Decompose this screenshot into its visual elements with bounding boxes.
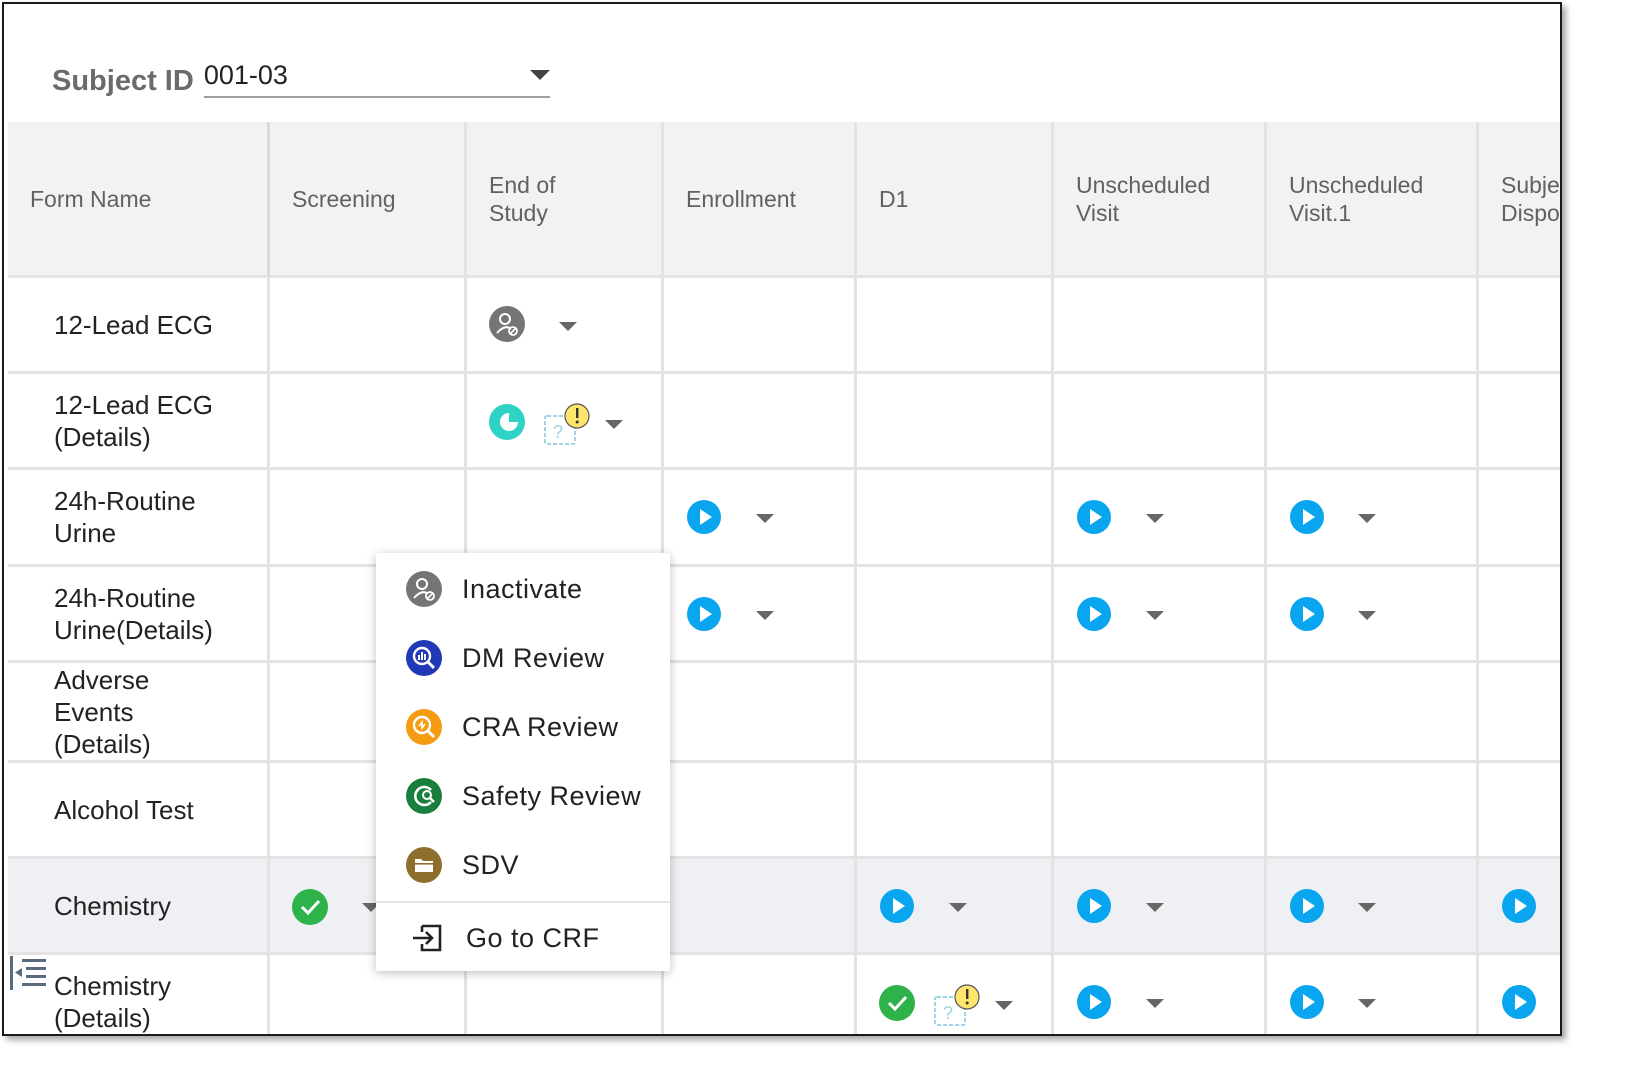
- play-icon[interactable]: [1077, 889, 1111, 923]
- form-cell[interactable]: [1479, 859, 1560, 955]
- chevron-down-icon[interactable]: [1146, 514, 1164, 523]
- query-warning-icon[interactable]: ?: [931, 983, 987, 1029]
- sdv-icon: [406, 847, 442, 883]
- menu-item-inactivate[interactable]: Inactivate: [376, 559, 670, 619]
- subject-id-selector: Subject ID 001-03: [52, 54, 550, 98]
- play-icon[interactable]: [1077, 500, 1111, 534]
- go-to-crf-icon: [413, 924, 442, 952]
- menu-item-sdv[interactable]: SDV: [376, 835, 670, 895]
- play-icon[interactable]: [687, 597, 721, 631]
- menu-divider: [376, 901, 670, 903]
- play-icon[interactable]: [1290, 500, 1324, 534]
- chevron-down-icon: [529, 70, 550, 80]
- chevron-down-icon[interactable]: [949, 903, 967, 912]
- row-label: 24h-Routine Urine(Details): [8, 567, 270, 663]
- row-label: Chemistry: [8, 859, 270, 955]
- chevron-down-icon[interactable]: [1358, 999, 1376, 1008]
- column-header-d1[interactable]: D1: [857, 122, 1054, 278]
- chevron-down-icon[interactable]: [995, 1001, 1013, 1010]
- play-icon[interactable]: [1290, 985, 1324, 1019]
- chevron-down-icon[interactable]: [559, 322, 577, 331]
- chevron-down-icon[interactable]: [605, 420, 623, 429]
- crf-matrix-window: Subject ID 001-03 Form Name Screening En…: [2, 2, 1562, 1036]
- form-cell[interactable]: ?: [857, 955, 1054, 1034]
- form-cell[interactable]: [1054, 955, 1267, 1034]
- play-icon[interactable]: [1290, 889, 1324, 923]
- column-header-form-name: Form Name: [8, 122, 270, 278]
- dm-review-icon: [406, 640, 442, 676]
- form-cell[interactable]: [1267, 859, 1479, 955]
- inactivate-icon[interactable]: [489, 306, 525, 342]
- row-label: Chemistry (Details): [8, 955, 270, 1034]
- safety-review-icon: [406, 778, 442, 814]
- column-header-screening[interactable]: Screening: [270, 122, 467, 278]
- form-cell[interactable]: [1054, 567, 1267, 663]
- in-progress-icon[interactable]: [489, 404, 525, 440]
- chevron-down-icon[interactable]: [362, 903, 380, 912]
- form-cell[interactable]: [1479, 955, 1560, 1034]
- chevron-down-icon[interactable]: [1146, 903, 1164, 912]
- complete-check-icon[interactable]: [879, 985, 915, 1021]
- subject-id-label: Subject ID: [52, 65, 194, 97]
- inactivate-icon: [406, 571, 442, 607]
- outdent-icon[interactable]: [10, 956, 46, 990]
- menu-item-safety-review[interactable]: Safety Review: [376, 766, 670, 826]
- play-icon[interactable]: [1077, 985, 1111, 1019]
- chevron-down-icon[interactable]: [1146, 999, 1164, 1008]
- form-cell[interactable]: [664, 470, 857, 567]
- complete-check-icon[interactable]: [292, 889, 328, 925]
- form-cell[interactable]: [1054, 859, 1267, 955]
- form-cell[interactable]: [1267, 470, 1479, 567]
- chevron-down-icon[interactable]: [756, 611, 774, 620]
- column-header-enrollment[interactable]: Enrollment: [664, 122, 857, 278]
- column-header-unscheduled-visit[interactable]: Unscheduled Visit: [1054, 122, 1267, 278]
- form-cell[interactable]: [1267, 955, 1479, 1034]
- play-icon[interactable]: [1502, 985, 1536, 1019]
- row-label: 12-Lead ECG: [8, 278, 270, 374]
- row-label: Alcohol Test: [8, 763, 270, 859]
- chevron-down-icon[interactable]: [1358, 903, 1376, 912]
- cra-review-icon: [406, 709, 442, 745]
- query-warning-icon[interactable]: ?: [541, 402, 597, 448]
- column-header-unscheduled-visit-1[interactable]: Unscheduled Visit.1: [1267, 122, 1479, 278]
- form-cell[interactable]: [664, 567, 857, 663]
- column-header-end-of-study[interactable]: End of Study: [467, 122, 664, 278]
- play-icon[interactable]: [1077, 597, 1111, 631]
- form-cell[interactable]: ?: [467, 374, 664, 470]
- form-action-menu: Inactivate DM Review CRA Review: [376, 553, 670, 971]
- subject-id-dropdown[interactable]: 001-03: [203, 54, 550, 98]
- play-icon[interactable]: [1290, 597, 1324, 631]
- play-icon[interactable]: [880, 889, 914, 923]
- chevron-down-icon[interactable]: [1358, 514, 1376, 523]
- svg-text:?: ?: [943, 1003, 953, 1023]
- form-cell[interactable]: [857, 859, 1054, 955]
- play-icon[interactable]: [687, 500, 721, 534]
- play-icon[interactable]: [1502, 889, 1536, 923]
- menu-item-cra-review[interactable]: CRA Review: [376, 697, 670, 757]
- menu-item-dm-review[interactable]: DM Review: [376, 628, 670, 688]
- column-header-subject-disposition[interactable]: Subject Disposition: [1479, 122, 1560, 278]
- form-cell[interactable]: [1054, 470, 1267, 567]
- menu-item-go-to-crf[interactable]: Go to CRF: [376, 908, 670, 968]
- chevron-down-icon[interactable]: [1146, 611, 1164, 620]
- svg-text:?: ?: [553, 422, 563, 442]
- subject-id-value: 001-03: [203, 60, 288, 90]
- row-label: 24h-Routine Urine: [8, 470, 270, 567]
- row-label: Adverse Events (Details): [8, 663, 270, 763]
- form-cell[interactable]: [1267, 567, 1479, 663]
- form-cell[interactable]: [467, 278, 664, 374]
- row-label: 12-Lead ECG (Details): [8, 374, 270, 470]
- chevron-down-icon[interactable]: [756, 514, 774, 523]
- chevron-down-icon[interactable]: [1358, 611, 1376, 620]
